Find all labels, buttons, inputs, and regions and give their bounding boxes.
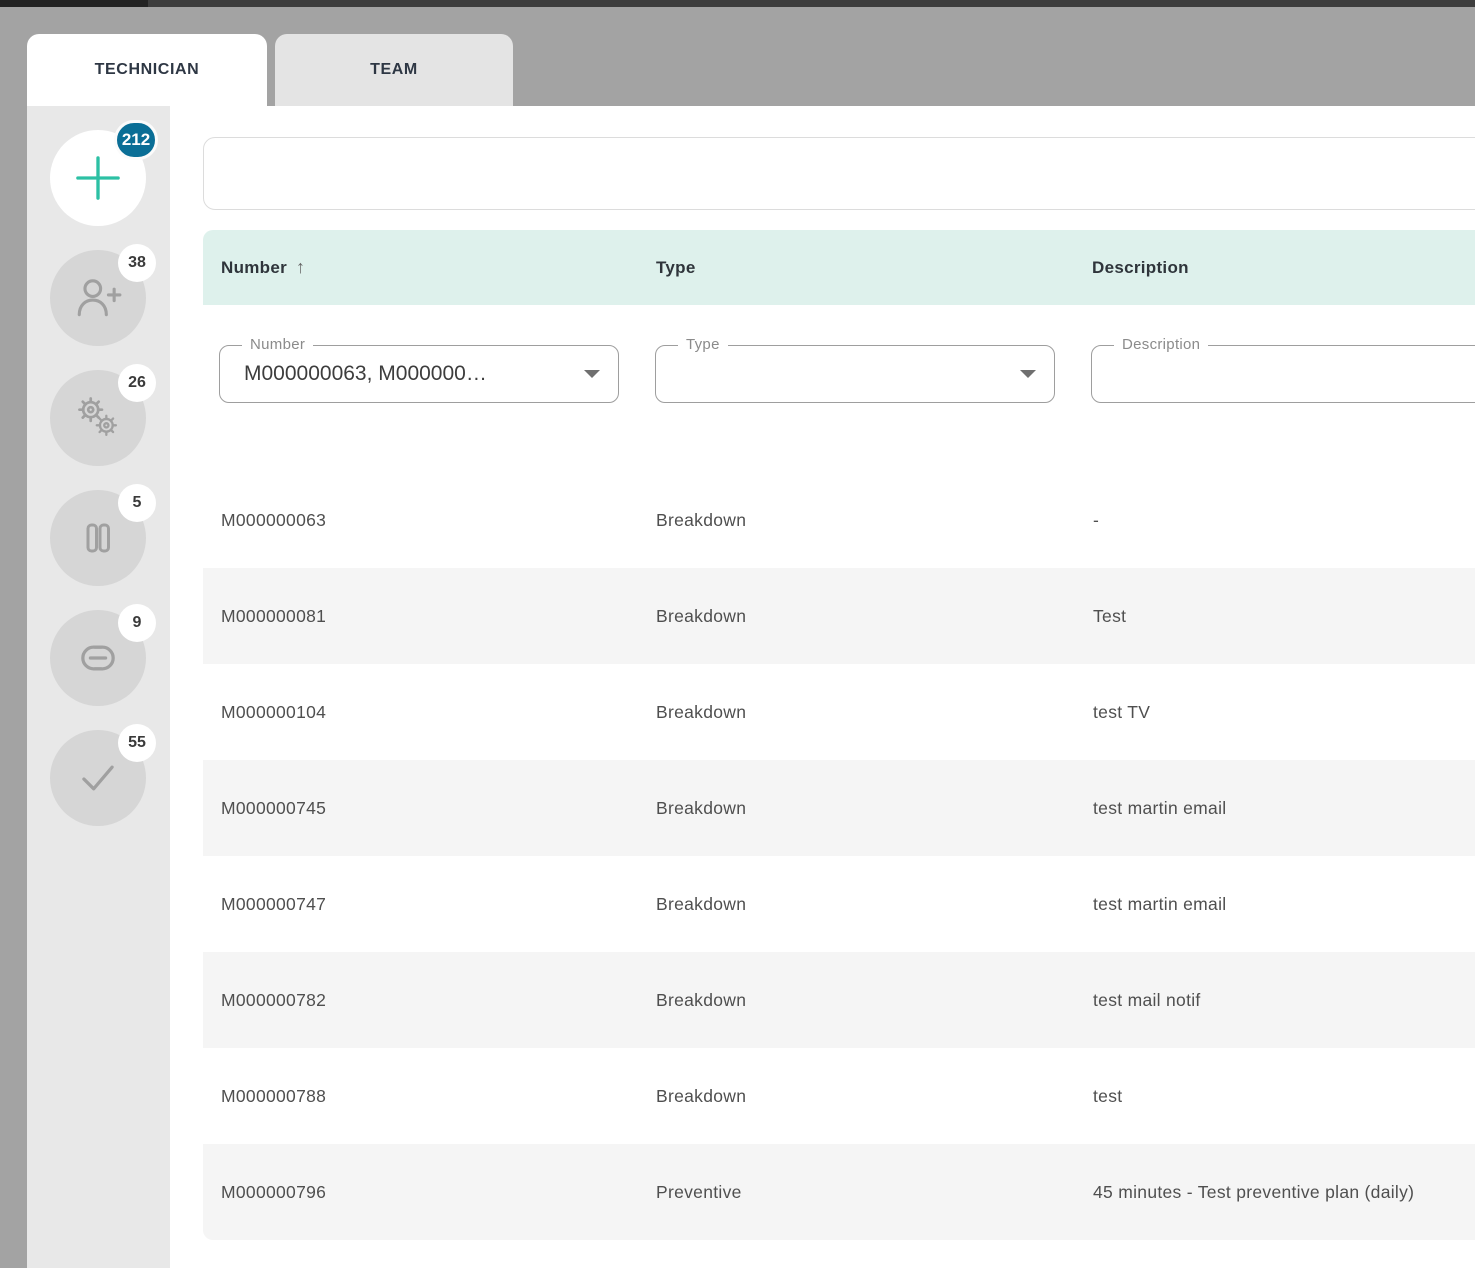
cell-type: Breakdown — [656, 510, 747, 530]
badge-completed-count: 55 — [118, 724, 156, 762]
sidebar-button-in-progress[interactable]: 26 — [50, 364, 156, 466]
cell-number: M000000747 — [221, 894, 327, 914]
gears-icon — [78, 397, 118, 437]
column-header-type-label: Type — [656, 258, 696, 277]
filter-number-field[interactable]: Number M000000063, M000000… — [219, 336, 619, 403]
badge-assign-count: 38 — [118, 244, 156, 282]
cell-number: M000000788 — [221, 1086, 327, 1106]
plus-icon — [76, 156, 120, 200]
table-row[interactable]: M000000782 Breakdown test mail notif — [203, 952, 1475, 1048]
cell-type: Breakdown — [656, 606, 747, 626]
cell-type: Breakdown — [656, 798, 747, 818]
tab-technician-label: TECHNICIAN — [94, 61, 200, 78]
column-header-type[interactable]: Type — [656, 230, 696, 305]
column-header-description[interactable]: Description — [1092, 230, 1189, 305]
search-input[interactable] — [204, 138, 1475, 209]
cell-description: test — [1093, 1086, 1123, 1106]
top-strip — [0, 0, 1475, 7]
cell-description: test martin email — [1093, 798, 1227, 818]
main-panel: Number ↑ Type Description Number M0000000… — [170, 106, 1475, 1268]
cell-number: M000000745 — [221, 798, 327, 818]
badge-in-progress-count: 26 — [118, 364, 156, 402]
search-box — [203, 137, 1475, 210]
cell-type: Breakdown — [656, 894, 747, 914]
table-row[interactable]: M000000081 Breakdown Test — [203, 568, 1475, 664]
cell-description: test TV — [1093, 702, 1151, 722]
pause-icon — [86, 523, 110, 553]
cell-description: 45 minutes - Test preventive plan (daily… — [1093, 1182, 1415, 1202]
table-row[interactable]: M000000788 Breakdown test — [203, 1048, 1475, 1144]
badge-paused-count: 5 — [118, 484, 156, 522]
table-row[interactable]: M000000063 Breakdown - — [203, 472, 1475, 568]
table-row[interactable]: M000000747 Breakdown test martin email — [203, 856, 1475, 952]
filter-number-label: Number — [242, 336, 314, 353]
badge-create-count: 212 — [114, 120, 158, 160]
table-row[interactable]: M000000745 Breakdown test martin email — [203, 760, 1475, 856]
filter-description-field[interactable]: Description — [1091, 336, 1475, 403]
cell-type: Breakdown — [656, 990, 747, 1010]
cell-type: Breakdown — [656, 702, 747, 722]
cell-number: M000000796 — [221, 1182, 327, 1202]
filter-number-value: M000000063, M000000… — [244, 362, 487, 385]
cell-number: M000000782 — [221, 990, 327, 1010]
cell-type: Breakdown — [656, 1086, 747, 1106]
sidebar-button-assign[interactable]: 38 — [50, 244, 156, 346]
top-strip-left-segment — [0, 0, 148, 7]
column-header-number-label: Number — [221, 258, 288, 277]
cell-number: M000000063 — [221, 510, 327, 530]
cell-description: test martin email — [1093, 894, 1227, 914]
chevron-down-icon[interactable] — [584, 370, 600, 378]
column-header-description-label: Description — [1092, 258, 1189, 277]
filter-description-label: Description — [1114, 336, 1209, 353]
tab-technician[interactable]: TECHNICIAN — [27, 34, 267, 106]
cell-description: - — [1093, 510, 1100, 530]
sidebar-button-create[interactable]: 212 — [50, 120, 158, 226]
table-body: M000000063 Breakdown - M000000081 Breakd… — [203, 472, 1475, 1240]
table-row[interactable]: M000000104 Breakdown test TV — [203, 664, 1475, 760]
badge-linked-count: 9 — [118, 604, 156, 642]
sidebar-button-completed[interactable]: 55 — [50, 724, 156, 826]
filter-type-label: Type — [678, 336, 728, 353]
person-add-icon — [77, 279, 122, 317]
filter-type-field[interactable]: Type — [655, 336, 1055, 403]
table-row[interactable]: M000000796 Preventive 45 minutes - Test … — [203, 1144, 1475, 1240]
tab-team-label: TEAM — [370, 61, 418, 78]
sidebar: 212 38 — [27, 106, 170, 1268]
cell-number: M000000081 — [221, 606, 327, 626]
cell-number: M000000104 — [221, 702, 327, 722]
sidebar-button-paused[interactable]: 5 — [50, 484, 156, 586]
cell-description: test mail notif — [1093, 990, 1201, 1010]
cell-description: Test — [1093, 606, 1127, 626]
table-header: Number ↑ Type Description — [203, 230, 1475, 305]
sort-asc-icon: ↑ — [296, 257, 306, 277]
column-header-number[interactable]: Number ↑ — [221, 230, 305, 305]
tab-team[interactable]: TEAM — [275, 34, 513, 106]
sidebar-button-linked[interactable]: 9 — [50, 604, 156, 706]
cell-type: Preventive — [656, 1182, 742, 1202]
check-icon — [82, 765, 114, 791]
link-icon — [81, 645, 115, 671]
chevron-down-icon[interactable] — [1020, 370, 1036, 378]
